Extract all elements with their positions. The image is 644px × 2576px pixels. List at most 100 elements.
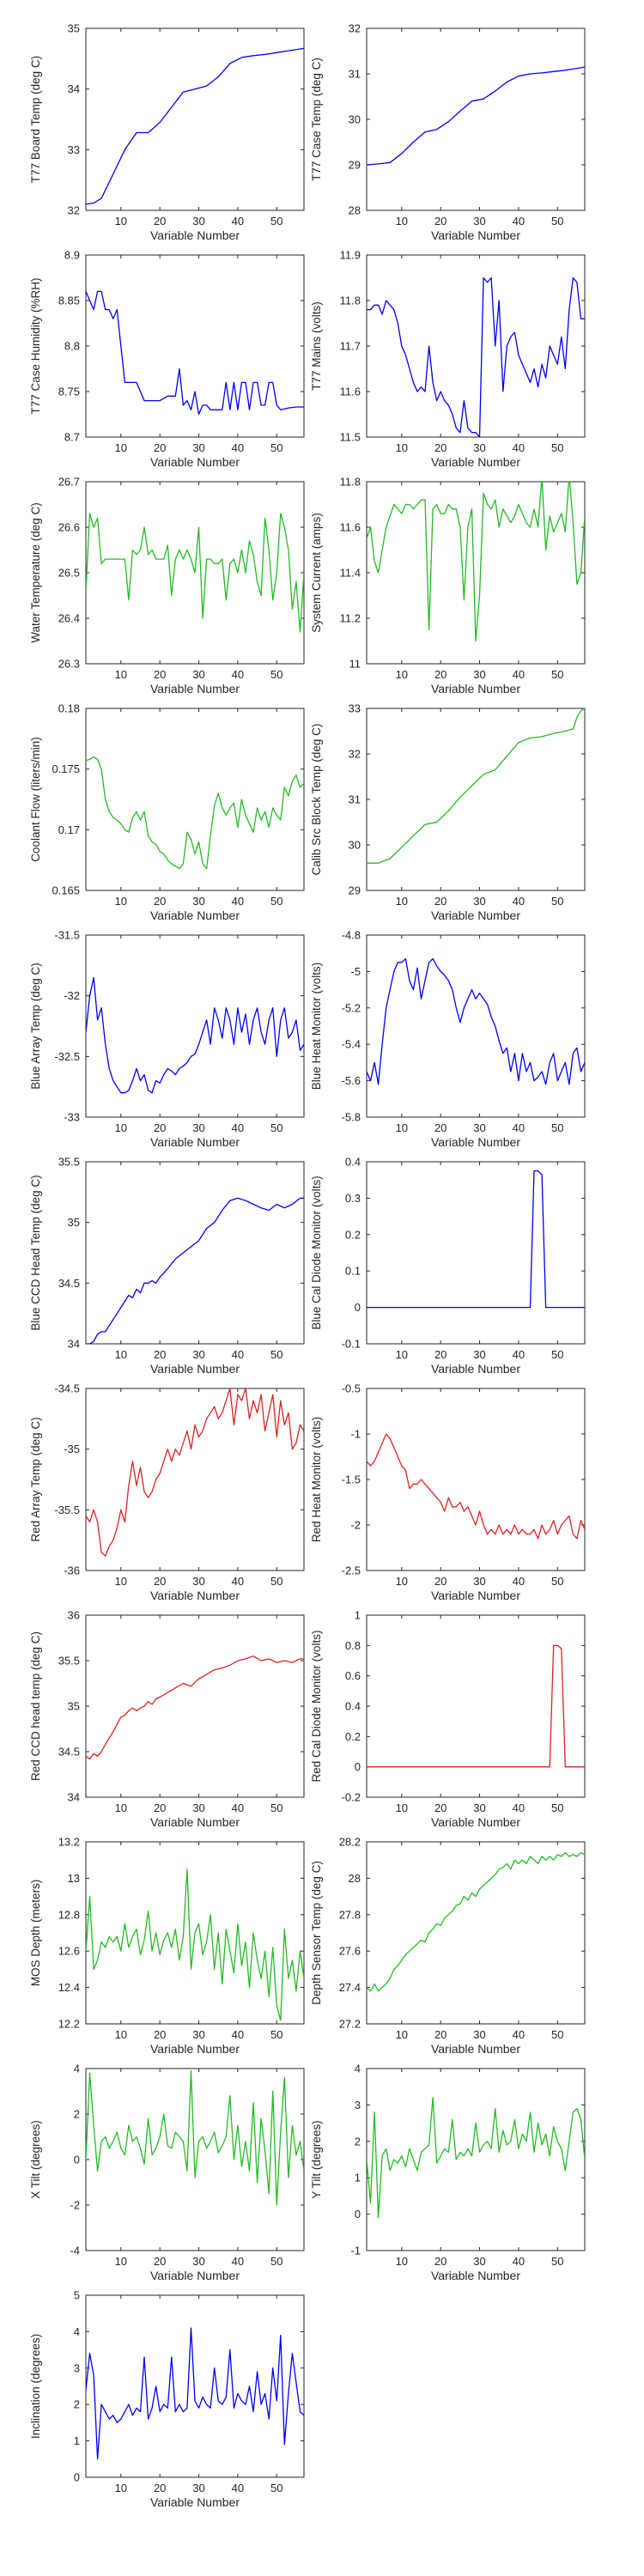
- x-tick-label: 30: [192, 668, 204, 681]
- x-tick-label: 20: [154, 1348, 166, 1361]
- x-axis-label: Variable Number: [150, 2042, 240, 2056]
- x-axis-label: Variable Number: [150, 455, 240, 469]
- y-tick-label: 0.18: [58, 702, 80, 715]
- y-tick-label: 32: [349, 748, 361, 761]
- y-tick-label: 0.17: [58, 823, 80, 836]
- y-tick-label: -35: [64, 1443, 80, 1455]
- series-line: [86, 2070, 304, 2206]
- y-axis-label: Calib Src Block Temp (deg C): [310, 724, 323, 876]
- chart-panel-14: 10 20 30 40 50 -2.5 -2 -1.5 -1 -0.5 Variable Numbe…: [310, 1382, 586, 1602]
- x-tick-label: 50: [270, 441, 283, 454]
- x-tick-label: 20: [434, 215, 447, 228]
- y-axis-label: Blue Heat Monitor (volts): [310, 963, 323, 1091]
- x-axis-label: Variable Number: [150, 1362, 240, 1376]
- x-tick-label: 50: [551, 441, 563, 454]
- x-tick-label: 30: [192, 2255, 204, 2268]
- x-tick-label: 30: [473, 668, 485, 681]
- y-tick-label: 8.85: [58, 295, 80, 307]
- chart-panel-2: 10 20 30 40 50 28 29 30 31 32 Variable Number T77 C…: [310, 22, 586, 242]
- x-tick-label: 50: [270, 215, 283, 228]
- x-tick-label: 10: [396, 215, 408, 228]
- x-tick-label: 30: [192, 2482, 204, 2494]
- x-tick-label: 10: [115, 215, 127, 228]
- x-axis-label: Variable Number: [431, 1362, 520, 1376]
- x-tick-label: 10: [115, 1575, 127, 1588]
- y-tick-label: -34.5: [54, 1382, 80, 1395]
- series-line: [86, 756, 304, 870]
- series-line: [86, 290, 304, 416]
- x-tick-label: 40: [232, 2482, 244, 2494]
- x-tick-label: 10: [396, 668, 408, 681]
- y-tick-label: 26.6: [58, 521, 80, 534]
- series-line: [86, 47, 304, 205]
- series-line: [86, 513, 304, 633]
- x-tick-label: 30: [473, 441, 485, 454]
- y-tick-label: 2: [74, 2108, 80, 2121]
- y-tick-label: -35.5: [54, 1504, 80, 1516]
- chart-panel-12: 10 20 30 40 50 -0.1 0 0.1 0.2 0.3 0.4 Variable Numb…: [310, 1156, 586, 1376]
- x-tick-label: 50: [551, 215, 563, 228]
- y-axis-label: T77 Case Temp (deg C): [310, 58, 323, 181]
- y-axis-label: System Current (amps): [310, 513, 323, 633]
- y-axis-label: Red Array Temp (deg C): [29, 1417, 42, 1541]
- y-tick-label: -32: [64, 989, 80, 1002]
- plot-area: [366, 708, 586, 891]
- chart-panel-8: 10 20 30 40 50 29 30 31 32 33 Variable Number Calib…: [310, 702, 586, 922]
- y-tick-label: 11.9: [340, 249, 361, 262]
- y-tick-label: 0: [74, 2154, 80, 2166]
- x-tick-label: 20: [154, 2028, 166, 2041]
- chart-panel-13: 10 20 30 40 50 -36 -35.5 -35 -34.5 Variable Numbe…: [29, 1382, 305, 1602]
- x-tick-label: 50: [270, 2028, 283, 2041]
- y-tick-label: 35: [68, 22, 80, 35]
- y-axis-label: Red CCD head temp (deg C): [29, 1631, 42, 1781]
- y-tick-label: -2.5: [342, 1564, 361, 1577]
- plot-area: [366, 254, 586, 438]
- y-tick-label: 27.2: [339, 2018, 361, 2031]
- x-axis-label: Variable Number: [431, 1135, 520, 1149]
- y-tick-label: 28: [349, 1872, 361, 1885]
- x-tick-label: 30: [473, 1801, 485, 1814]
- x-tick-label: 10: [115, 2482, 127, 2494]
- y-tick-label: 26.3: [58, 658, 80, 671]
- x-tick-label: 50: [551, 1348, 563, 1361]
- chart-panel-15: 10 20 30 40 50 34 34.5 35 35.5 36 Variable Number R…: [29, 1609, 305, 1829]
- x-tick-label: 30: [473, 1121, 485, 1134]
- x-tick-label: 50: [270, 1348, 283, 1361]
- series-line: [86, 1656, 304, 1760]
- y-tick-label: -2: [350, 1519, 361, 1532]
- x-tick-label: 20: [154, 2482, 166, 2494]
- plot-area: [85, 27, 305, 211]
- y-tick-label: 33: [68, 143, 80, 156]
- x-tick-label: 10: [115, 2028, 127, 2041]
- y-axis-label: Y Tilt (degrees): [310, 2120, 323, 2198]
- y-tick-label: 5: [74, 2289, 80, 2302]
- plot-area: [85, 1388, 305, 1571]
- chart-panel-3: 10 20 30 40 50 8.7 8.75 8.8 8.85 8.9 Variable Numb…: [29, 249, 305, 469]
- y-tick-label: -36: [64, 1564, 80, 1577]
- y-tick-label: 27.4: [339, 1981, 361, 1994]
- x-tick-label: 30: [192, 1121, 204, 1134]
- x-tick-label: 40: [513, 2255, 525, 2268]
- y-tick-label: 31: [349, 68, 361, 81]
- y-tick-label: 29: [349, 159, 361, 172]
- plot-area: [85, 1614, 305, 1798]
- chart-panel-9: 10 20 30 40 50 -33 -32.5 -32 -31.5 Variable Numbe…: [29, 929, 305, 1149]
- chart-panel-18: 10 20 30 40 50 27.2 27.4 27.6 27.8 28 28.2 Variable…: [310, 1836, 586, 2056]
- x-tick-label: 40: [232, 1348, 244, 1361]
- y-tick-label: 34.5: [58, 1746, 80, 1759]
- series-line: [367, 2097, 585, 2219]
- y-tick-label: 26.7: [58, 476, 80, 489]
- y-tick-label: 32: [68, 204, 80, 217]
- series-line: [367, 276, 585, 437]
- x-tick-label: 40: [513, 215, 525, 228]
- chart-panel-21: 10 20 30 40 50 0 1 2 3 4 5 Variable Number Inclinati…: [29, 2289, 305, 2509]
- y-tick-label: -2: [70, 2199, 80, 2212]
- x-tick-label: 50: [270, 2482, 283, 2494]
- y-axis-label: Coolant Flow (liters/min): [29, 737, 42, 862]
- y-axis-label: Red Cal Diode Monitor (volts): [310, 1630, 323, 1782]
- chart-panel-7: 10 20 30 40 50 0.165 0.17 0.175 0.18 Variable Num…: [29, 702, 305, 922]
- x-tick-label: 10: [396, 1801, 408, 1814]
- x-tick-label: 50: [270, 1121, 283, 1134]
- x-tick-label: 40: [513, 1575, 525, 1588]
- y-tick-label: 1: [355, 1609, 361, 1622]
